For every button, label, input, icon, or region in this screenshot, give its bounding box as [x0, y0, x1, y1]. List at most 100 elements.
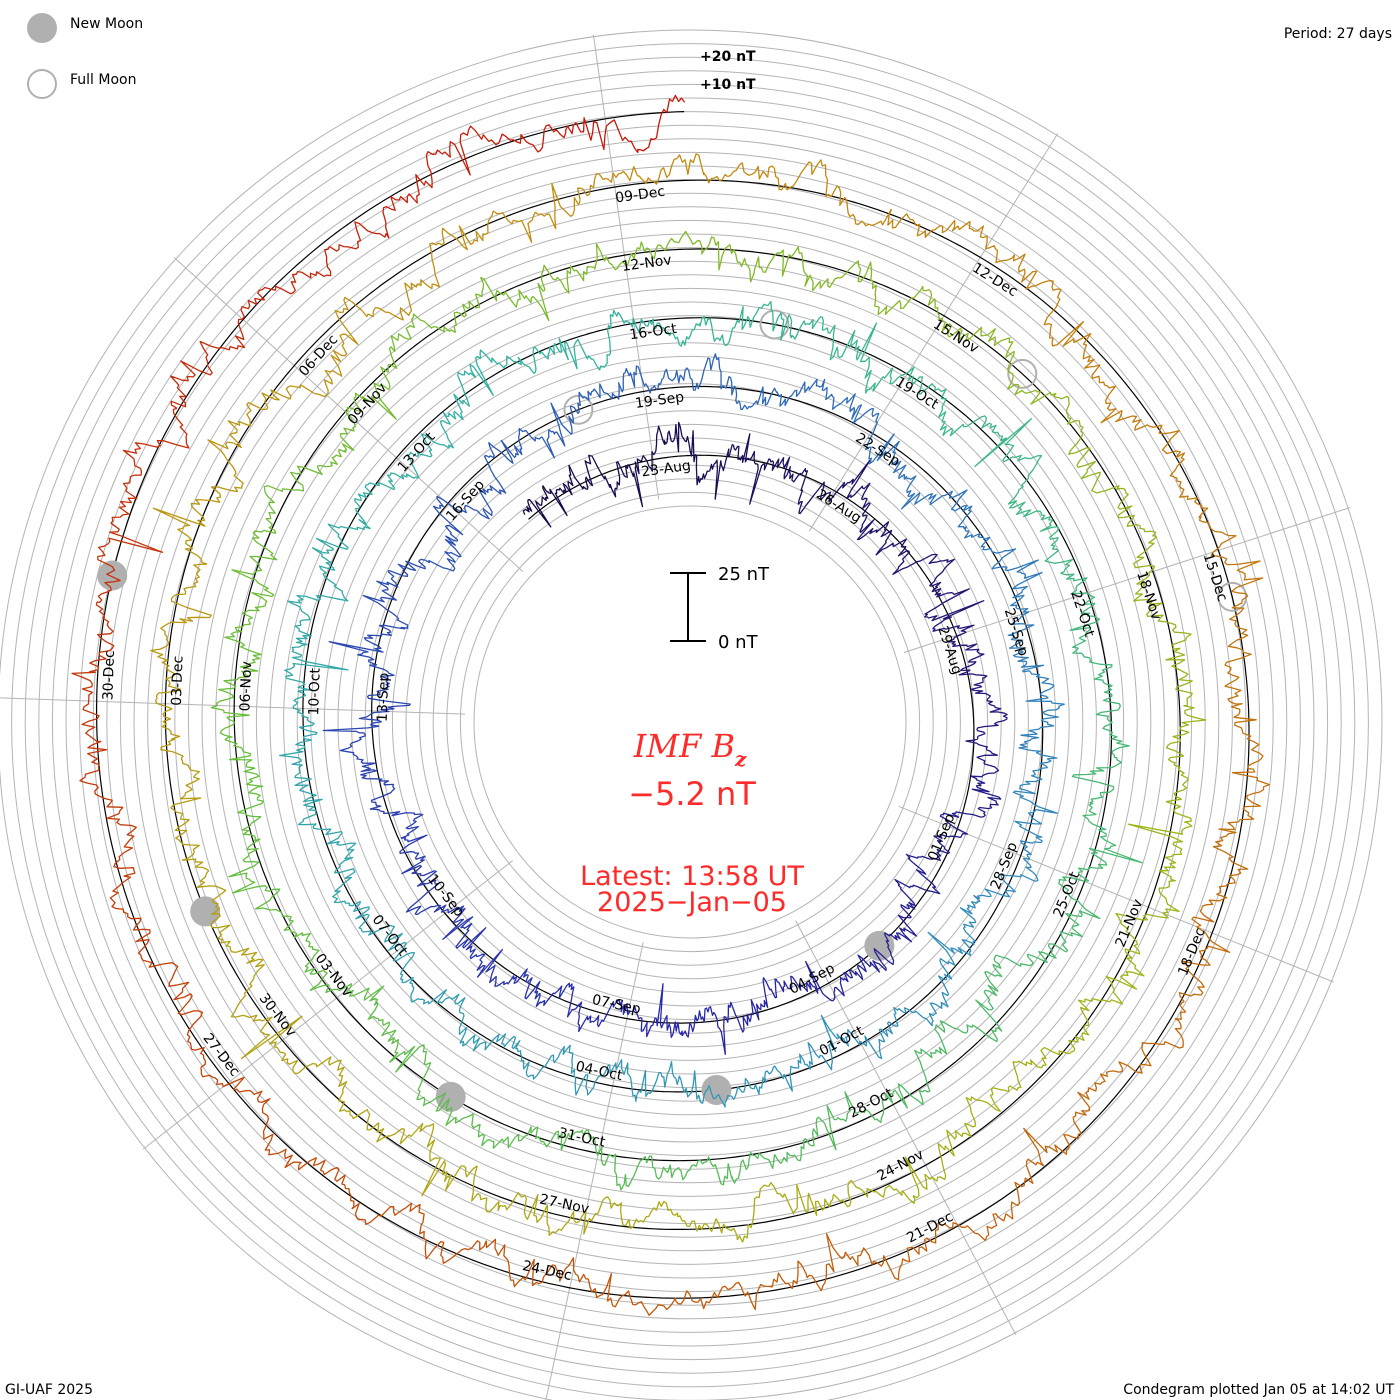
bz-trace-segment — [543, 1257, 613, 1302]
grid-ring — [92, 124, 1288, 1320]
bz-trace-segment — [1018, 749, 1058, 790]
bz-trace-segment — [1077, 1061, 1137, 1112]
bz-trace-segment — [680, 1070, 726, 1108]
bz-trace-segment — [559, 1044, 596, 1096]
bz-trace-segment — [495, 124, 567, 153]
bz-trace-segment — [520, 182, 581, 244]
latest-value: −5.2 nT — [628, 775, 756, 813]
bz-trace-segment — [727, 433, 759, 466]
bz-trace-segment — [1230, 703, 1264, 769]
bz-trace-segment — [210, 297, 265, 351]
grid-ring — [174, 206, 1206, 1238]
bz-trace-segment — [1019, 835, 1043, 882]
bz-trace-segment — [154, 677, 182, 740]
bz-trace-segment — [483, 439, 523, 483]
grid-ring — [323, 355, 1057, 1089]
bz-trace-segment — [485, 1238, 545, 1288]
latest-time: Latest: 13:58 UT — [580, 861, 804, 892]
grid-ring — [215, 247, 1165, 1197]
bz-series — [71, 94, 1271, 1316]
bz-trace-segment — [825, 1091, 878, 1151]
bz-trace-segment — [856, 519, 893, 556]
new-moon-marker — [97, 560, 128, 591]
bz-trace-segment — [697, 353, 738, 396]
bz-trace-segment — [122, 407, 190, 470]
bz-trace-segment — [1037, 1032, 1090, 1069]
bz-trace-segment — [646, 230, 703, 260]
bz-trace-segment — [170, 797, 202, 861]
grid-ring — [351, 383, 1029, 1061]
bz-trace-segment — [1218, 768, 1271, 831]
center-title-text: IMF B — [633, 727, 735, 765]
date-label: 10-Oct — [306, 667, 324, 716]
bz-trace-segment — [228, 838, 274, 894]
bz-trace-segment — [362, 580, 409, 630]
bz-trace-segment — [1068, 447, 1120, 494]
bz-trace-segment — [897, 884, 918, 937]
date-label: 31-Oct — [557, 1125, 607, 1151]
bz-trace-segment — [399, 834, 428, 875]
bz-trace-segment — [792, 1184, 852, 1217]
bz-trace-segment — [609, 461, 644, 508]
bz-trace-segment — [991, 548, 1043, 590]
bz-trace-segment — [96, 535, 164, 604]
grid-ring — [106, 138, 1274, 1306]
bz-trace-segment — [345, 1109, 405, 1143]
bz-trace-segment — [109, 875, 151, 943]
bz-trace-segment — [578, 383, 620, 401]
bz-trace-segment — [887, 208, 956, 239]
date-label: 25-Oct — [1051, 869, 1084, 919]
period-label: Period: 27 days — [1284, 26, 1392, 42]
bz-trace-segment — [424, 1092, 475, 1129]
bz-trace-segment — [1083, 358, 1123, 424]
bz-trace-segment — [730, 1151, 784, 1184]
bz-trace-segment — [619, 1200, 679, 1230]
bz-trace-segment — [658, 367, 700, 391]
bz-trace-segment — [1212, 828, 1249, 895]
bz-trace-segment — [286, 594, 312, 646]
date-label: 24-Dec — [521, 1258, 573, 1284]
bz-trace-segment — [951, 220, 1013, 264]
bz-trace-segment — [875, 538, 919, 575]
bz-trace-segment — [868, 433, 907, 480]
bz-trace-segment — [940, 489, 973, 529]
bz-trace-segment — [1012, 788, 1059, 837]
bz-trace-segment — [724, 1076, 767, 1104]
bz-trace-segment — [476, 481, 507, 520]
bz-trace-segment — [741, 1260, 808, 1311]
bz-trace-segment — [554, 1196, 623, 1235]
bz-trace-segment — [160, 738, 201, 800]
bz-trace-segment — [781, 1116, 827, 1163]
bz-trace-segment — [681, 1006, 719, 1038]
bz-trace-segment — [1115, 878, 1180, 921]
bz-trace-segment — [1191, 893, 1231, 958]
bz-trace-segment — [1088, 660, 1122, 709]
bz-trace-segment — [231, 529, 278, 581]
bz-trace-segment — [828, 185, 893, 227]
bz-trace-segment — [137, 939, 192, 1001]
bz-trace-segment — [1224, 638, 1252, 705]
bz-trace-segment — [405, 870, 440, 916]
date-spoke — [808, 133, 1059, 532]
bz-trace-segment — [581, 1129, 627, 1191]
bz-trace-segment — [455, 922, 487, 961]
bz-trace-segment — [607, 309, 654, 341]
bz-trace-segment — [540, 264, 595, 294]
bz-trace-segment — [177, 993, 206, 1068]
bz-trace-segment — [1022, 670, 1065, 711]
bz-trace-segment — [367, 1002, 399, 1063]
date-label: 23-Aug — [640, 458, 692, 481]
bz-trace-segment — [1043, 307, 1095, 363]
bz-trace-segment — [1007, 354, 1057, 405]
bz-trace-segment — [384, 932, 416, 981]
bz-trace-segment — [804, 1014, 840, 1071]
grid-ring — [473, 505, 907, 939]
bz-trace-segment — [227, 392, 280, 449]
bz-trace-segment — [419, 1225, 487, 1264]
date-label: 13-Sep — [375, 672, 393, 722]
grid-ring — [446, 478, 934, 966]
bz-trace-segment — [1060, 897, 1101, 953]
bz-trace-segment — [749, 456, 791, 505]
grid-ring — [310, 342, 1070, 1102]
footer-credit: GI-UAF 2025 — [5, 1382, 93, 1398]
